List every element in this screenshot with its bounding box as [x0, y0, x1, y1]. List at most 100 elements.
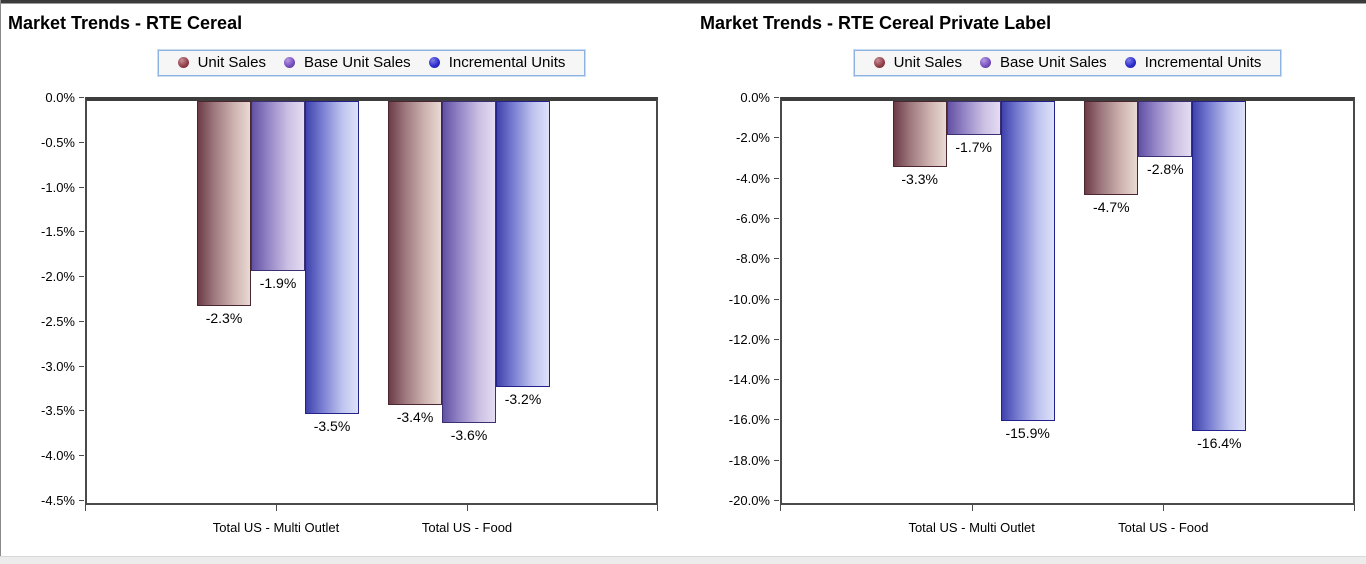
- legend-item: Base Unit Sales: [283, 54, 411, 71]
- legend-marker-icon: [177, 57, 189, 68]
- y-tick-mark: [79, 455, 84, 456]
- x-tick-mark: [1354, 505, 1355, 511]
- y-tick-mark: [774, 379, 779, 380]
- y-tick-mark: [79, 366, 84, 367]
- y-tick-mark: [774, 97, 779, 98]
- y-tick-mark: [774, 299, 779, 300]
- bar-value-label: -3.2%: [504, 391, 542, 407]
- legend-box: Unit Sales Base Unit Sales Incremental Uni…: [852, 49, 1283, 77]
- legend-item: Base Unit Sales: [979, 54, 1107, 71]
- bar: [388, 101, 442, 405]
- y-tick-mark: [79, 410, 84, 411]
- x-tick-mark: [1163, 505, 1165, 511]
- y-tick-mark: [774, 178, 779, 179]
- window-bottom-strip: [0, 556, 1366, 564]
- legend-box: Unit Sales Base Unit Sales Incremental Uni…: [156, 49, 587, 77]
- y-tick-label: -4.5%: [41, 493, 75, 508]
- bar-value-label: -1.9%: [259, 275, 297, 291]
- y-tick-label: -14.0%: [728, 372, 770, 387]
- bar: [892, 101, 947, 167]
- legend-marker-icon: [428, 57, 440, 68]
- bar: [1138, 101, 1193, 157]
- legend-marker-icon: [979, 57, 991, 68]
- legend-marker-icon: [283, 57, 295, 68]
- legend: Unit Sales Base Unit Sales Incremental Uni…: [85, 49, 658, 77]
- x-tick-mark: [971, 505, 973, 511]
- bar: [1000, 101, 1055, 421]
- bar-value-label: -3.4%: [396, 409, 434, 425]
- chart-rte-cereal: Market Trends - RTE Cereal Unit Sales Bas…: [8, 13, 658, 535]
- y-tick-label: -4.0%: [41, 448, 75, 463]
- legend-item: Unit Sales: [177, 54, 266, 71]
- legend-label: Unit Sales: [893, 54, 962, 71]
- y-tick-label: -1.5%: [41, 224, 75, 239]
- x-tick-mark: [276, 505, 277, 511]
- y-tick-label: 0.0%: [45, 90, 75, 105]
- bar-value-label: -4.7%: [1093, 199, 1130, 215]
- y-tick-mark: [79, 231, 84, 232]
- y-tick-label: -2.5%: [41, 314, 75, 329]
- bar: [251, 101, 305, 271]
- y-tick-mark: [79, 500, 84, 501]
- x-tick-mark: [467, 505, 468, 511]
- legend-item: Incremental Units: [1124, 54, 1262, 71]
- window-top-border: [0, 0, 1366, 4]
- y-tick-mark: [774, 419, 779, 420]
- y-tick-mark: [79, 142, 84, 143]
- y-tick-mark: [774, 258, 779, 259]
- y-tick-mark: [774, 218, 779, 219]
- y-tick-label: -1.0%: [41, 180, 75, 195]
- legend-label: Base Unit Sales: [303, 54, 411, 71]
- chart-title: Market Trends - RTE Cereal Private Label: [700, 13, 1052, 33]
- bar: [946, 101, 1001, 135]
- x-category-label: Total US - Food: [421, 520, 513, 535]
- y-tick-label: -3.0%: [41, 359, 75, 374]
- y-tick-label: -3.5%: [41, 403, 75, 418]
- y-tick-label: -16.0%: [728, 412, 770, 427]
- y-tick-label: -10.0%: [728, 292, 770, 307]
- legend-marker-icon: [1124, 57, 1136, 68]
- x-category-label: Total US - Food: [1118, 520, 1209, 535]
- bar-value-label: -3.5%: [313, 418, 351, 434]
- bar-value-label: -15.9%: [1005, 425, 1050, 441]
- y-tick-mark: [79, 187, 84, 188]
- y-tick-mark: [79, 97, 84, 98]
- y-tick-label: -8.0%: [736, 251, 770, 266]
- plot-area: -2.3% -1.9% -3.5% -3.4% -3.6% -3.2%: [85, 97, 658, 505]
- legend-item: Unit Sales: [873, 54, 962, 71]
- bar-value-label: -16.4%: [1197, 435, 1242, 451]
- plot-area: -3.3% -1.7% -15.9% -4.7% -2.8% -16.4%: [780, 97, 1355, 505]
- legend-item: Incremental Units: [428, 54, 565, 71]
- chart-title: Market Trends - RTE Cereal: [8, 13, 243, 33]
- legend-marker-icon: [873, 57, 885, 68]
- y-tick-mark: [79, 321, 84, 322]
- y-tick-label: -12.0%: [728, 332, 770, 347]
- y-tick-label: -0.5%: [41, 135, 75, 150]
- legend-label: Base Unit Sales: [999, 54, 1107, 71]
- x-category-label: Total US - Multi Outlet: [212, 520, 340, 535]
- bar: [305, 101, 359, 414]
- bar-value-label: -2.8%: [1147, 161, 1184, 177]
- legend-label: Unit Sales: [197, 54, 266, 71]
- y-tick-mark: [774, 137, 779, 138]
- y-tick-label: -4.0%: [736, 171, 770, 186]
- x-tick-mark: [657, 505, 658, 511]
- x-category-label: Total US - Multi Outlet: [908, 520, 1035, 535]
- bar-value-label: -2.3%: [205, 310, 243, 326]
- y-tick-label: -2.0%: [736, 130, 770, 145]
- bar-value-label: -3.3%: [901, 171, 938, 187]
- legend: Unit Sales Base Unit Sales Incremental Uni…: [780, 49, 1355, 77]
- y-tick-label: -6.0%: [736, 211, 770, 226]
- bar: [496, 101, 550, 387]
- y-tick-label: -20.0%: [728, 493, 770, 508]
- y-tick-mark: [774, 460, 779, 461]
- chart-rte-cereal-private-label: Market Trends - RTE Cereal Private Label…: [683, 0, 1366, 564]
- legend-label: Incremental Units: [1144, 54, 1262, 71]
- window-left-border: [0, 0, 1, 564]
- bar-value-label: -1.7%: [955, 139, 992, 155]
- x-tick-mark: [85, 505, 86, 511]
- y-tick-mark: [79, 276, 84, 277]
- bar: [1192, 101, 1247, 431]
- y-tick-label: -2.0%: [41, 269, 75, 284]
- bar-value-label: -3.6%: [450, 427, 488, 443]
